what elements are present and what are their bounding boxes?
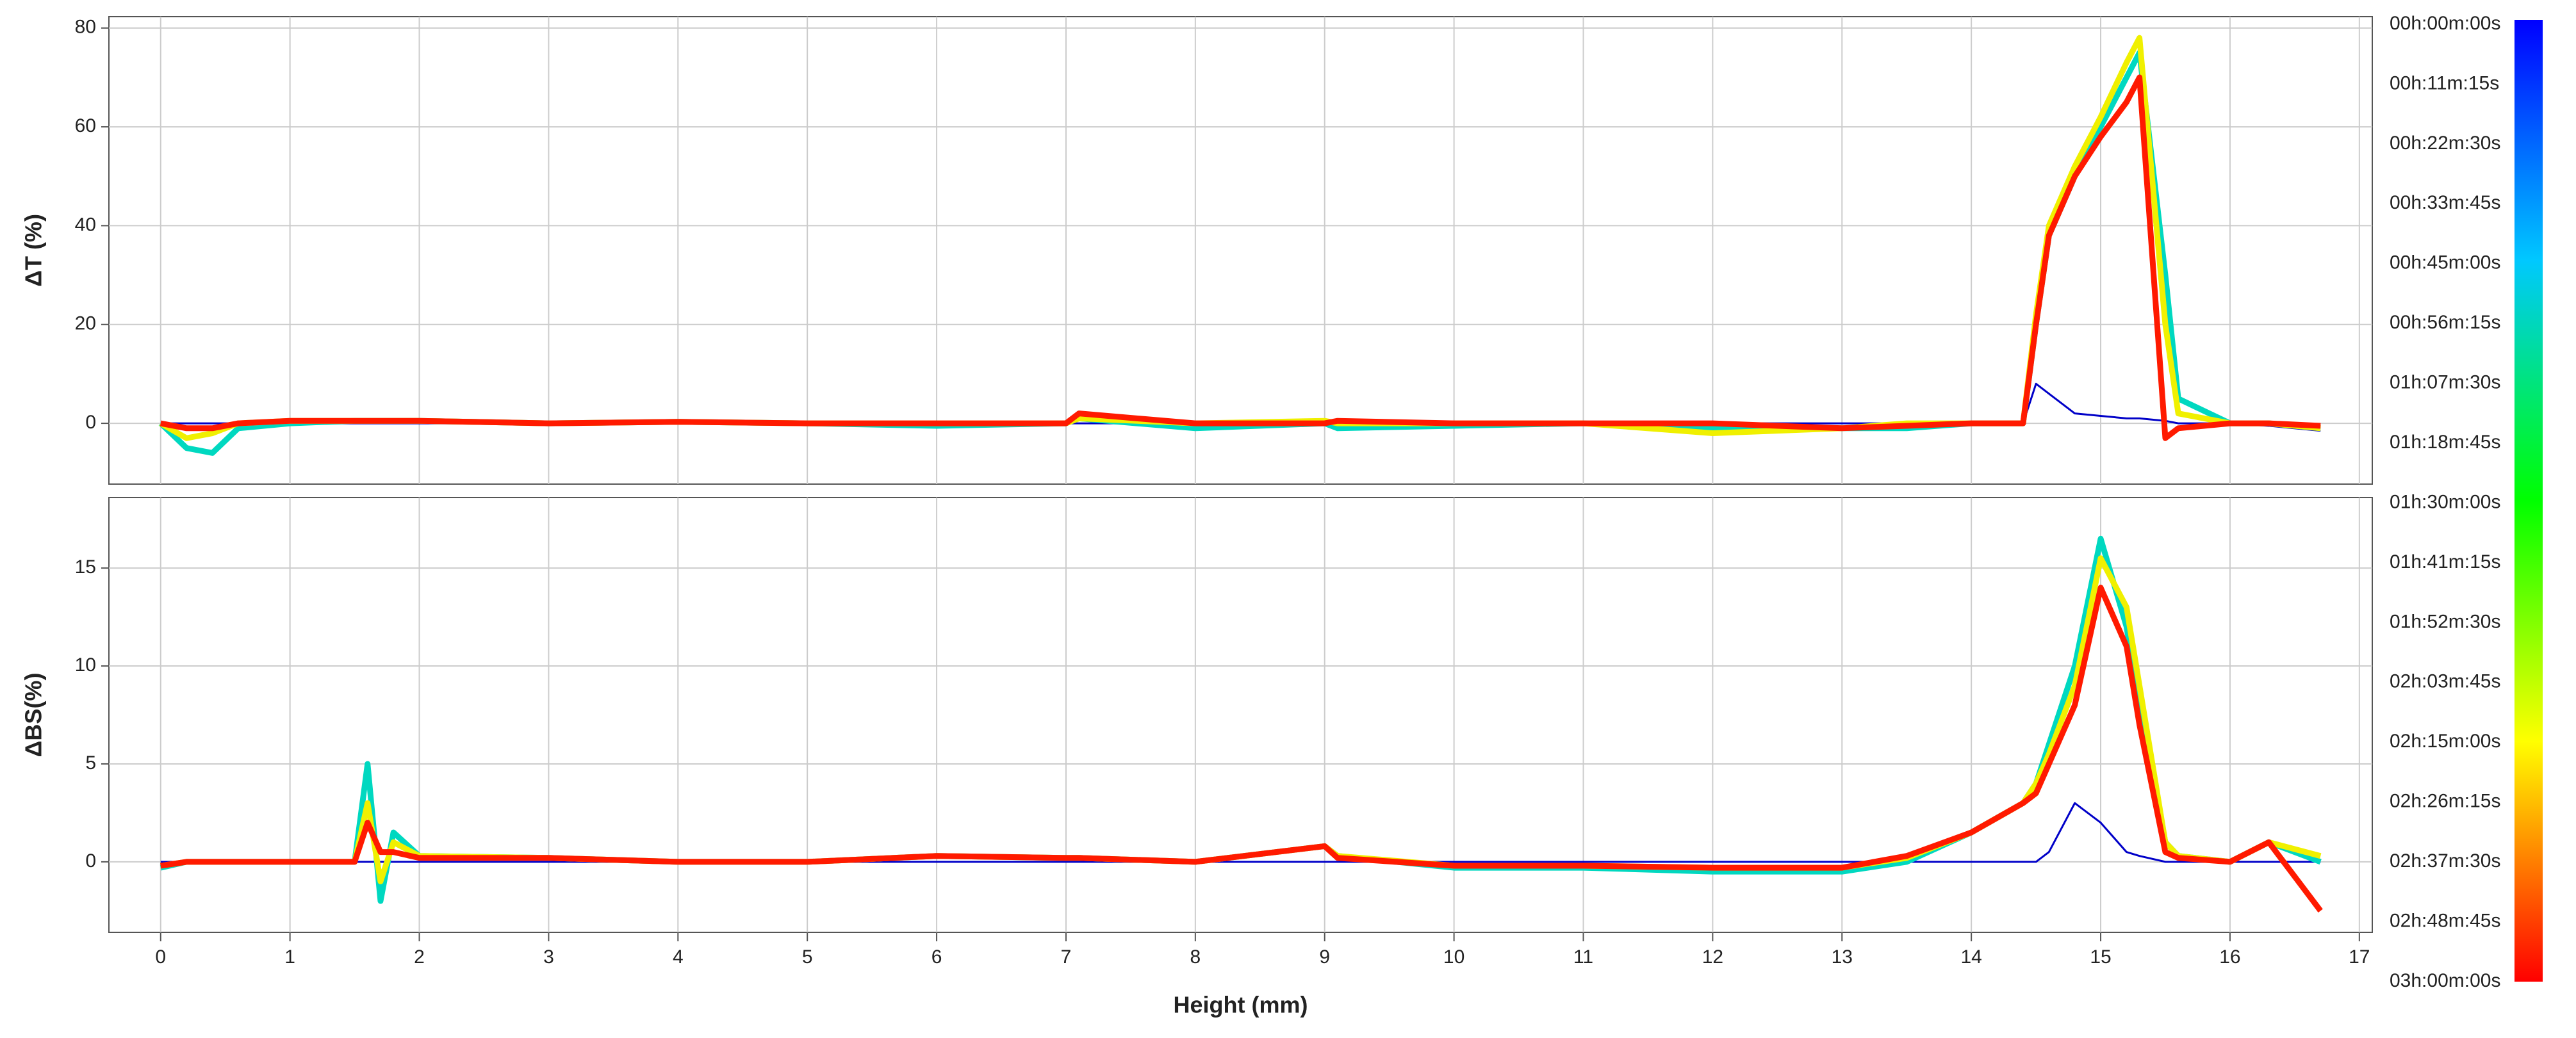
colorbar-label: 02h:48m:45s [2390,910,2500,931]
y-axis-label: ΔBS(%) [21,673,47,758]
y-tick-label: 40 [75,214,96,235]
y-tick-label: 0 [85,412,96,433]
x-tick-label: 3 [543,946,554,968]
colorbar-label: 02h:15m:00s [2390,731,2500,752]
colorbar-label: 01h:18m:45s [2390,432,2500,453]
colorbar-label: 00h:00m:00s [2390,13,2500,34]
data-line [160,802,2321,863]
colorbar-label: 01h:52m:30s [2390,611,2500,632]
y-tick-label: 5 [85,752,96,774]
x-tick-label: 2 [414,946,425,968]
plot-area [108,16,2373,485]
x-tick-label: 10 [1443,946,1464,968]
data-line [160,585,2323,913]
x-tick-label: 4 [673,946,684,968]
y-axis-label: ΔT (%) [21,214,47,287]
x-tick-label: 12 [1702,946,1723,968]
y-tick-label: 20 [75,313,96,334]
x-tick-label: 5 [802,946,813,968]
plot-area [108,497,2373,933]
colorbar [2514,20,2543,982]
x-tick-label: 0 [155,946,166,968]
y-tick-label: 0 [85,850,96,872]
y-tick-label: 10 [75,654,96,676]
x-tick-label: 15 [2090,946,2111,968]
colorbar-label: 00h:33m:45s [2390,192,2500,213]
colorbar-label: 02h:37m:30s [2390,850,2500,872]
y-tick-label: 60 [75,115,96,136]
colorbar-label: 00h:11m:15s [2390,72,2499,93]
colorbar-label: 02h:03m:45s [2390,671,2500,692]
x-tick-label: 17 [2349,946,2370,968]
x-tick-label: 16 [2219,946,2240,968]
data-line [160,74,2321,441]
x-tick-label: 1 [284,946,295,968]
colorbar-label: 00h:22m:30s [2390,133,2500,154]
x-tick-label: 6 [931,946,942,968]
colorbar-label: 01h:41m:15s [2390,551,2500,572]
x-tick-label: 14 [1960,946,1981,968]
x-axis-label: Height (mm) [1174,992,1308,1018]
y-tick-label: 15 [75,556,96,578]
x-tick-label: 13 [1832,946,1853,968]
x-tick-label: 9 [1319,946,1330,968]
colorbar-label: 00h:56m:15s [2390,312,2500,333]
colorbar-label: 00h:45m:00s [2390,252,2500,273]
colorbar-label: 01h:30m:00s [2390,491,2500,512]
x-tick-label: 7 [1061,946,1072,968]
colorbar-label: 03h:00m:00s [2390,970,2500,991]
x-tick-label: 8 [1190,946,1201,968]
colorbar-label: 02h:26m:15s [2390,791,2500,812]
x-tick-label: 11 [1573,946,1593,968]
y-tick-label: 80 [75,17,96,38]
colorbar-label: 01h:07m:30s [2390,372,2500,393]
